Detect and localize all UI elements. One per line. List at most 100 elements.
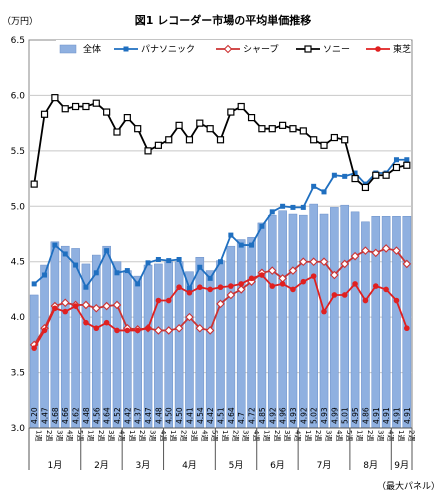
data-point	[41, 327, 48, 334]
bar	[164, 261, 174, 429]
data-point	[392, 163, 401, 172]
bar	[330, 207, 339, 429]
legend-label: 全体	[83, 43, 101, 55]
data-point	[228, 232, 234, 238]
axis-layer: 3.03.54.04.55.05.56.06.51週 2週 3週 4週 5週 1週 2週 3週…	[11, 36, 417, 471]
data-point	[402, 259, 412, 269]
legend-label: パナソニック	[141, 44, 195, 55]
data-point	[83, 284, 89, 290]
x-week-label: 2週	[273, 430, 282, 441]
data-point	[331, 292, 338, 298]
bar-value-label: 4.37	[134, 407, 143, 424]
data-point	[404, 325, 410, 332]
bar	[195, 257, 205, 429]
bar	[50, 241, 60, 429]
bar-value-label: 4.42	[123, 407, 132, 424]
bar-value-label: 4.54	[196, 407, 205, 424]
data-point	[145, 260, 151, 266]
data-point	[381, 244, 391, 253]
data-point	[135, 281, 141, 287]
bar-value-label: 4.92	[299, 407, 308, 424]
legend-marker	[123, 46, 129, 52]
data-point	[342, 173, 348, 179]
data-point	[206, 125, 214, 133]
x-month-label: 8月	[363, 460, 378, 471]
data-point	[309, 257, 318, 266]
data-point	[279, 281, 286, 287]
x-month-label: 9月	[394, 460, 409, 471]
data-point	[165, 136, 173, 144]
data-point	[320, 141, 328, 149]
data-point	[350, 251, 360, 261]
data-point	[290, 204, 296, 210]
bar	[236, 239, 246, 429]
data-point	[238, 242, 244, 248]
data-point	[31, 345, 37, 351]
data-point	[226, 290, 236, 300]
y-tick-label: 3.5	[11, 369, 25, 379]
data-point	[310, 136, 318, 144]
data-point	[247, 113, 256, 122]
legend-marker	[304, 45, 312, 53]
bar-value-label: 4.68	[51, 407, 60, 424]
x-week-label: 2週	[314, 430, 323, 441]
data-point	[113, 128, 121, 136]
data-point	[145, 325, 151, 332]
bar	[309, 203, 318, 429]
bar-value-label: 4.50	[165, 407, 174, 424]
x-week-label: 1週	[356, 430, 365, 441]
bar	[60, 245, 70, 429]
data-point	[371, 248, 381, 258]
chart-title-group: 図1 レコーダー市場の平均単価推移 （万円）	[2, 13, 311, 27]
data-point	[40, 110, 49, 118]
bar-value-label: 4.41	[185, 407, 194, 424]
x-week-label: 2週	[180, 430, 189, 441]
bar	[205, 270, 215, 429]
data-point	[227, 108, 235, 116]
x-week-label: 2週	[45, 430, 54, 441]
bar	[288, 213, 298, 429]
data-point	[176, 256, 182, 262]
bar-value-label: 4.95	[351, 407, 360, 424]
data-point	[268, 125, 276, 133]
y-tick-label: 6.0	[11, 91, 26, 101]
x-month-label: 7月	[317, 460, 332, 471]
bar	[91, 254, 101, 429]
bar-value-label: 4.52	[113, 407, 122, 424]
bar	[319, 213, 329, 429]
bar-value-label: 4.56	[92, 407, 101, 424]
bar-value-label: 4.91	[372, 407, 381, 424]
bar-value-label: 4.64	[227, 407, 236, 424]
data-point	[300, 204, 306, 210]
legend-label: シャープ	[243, 44, 278, 55]
data-point	[217, 284, 224, 291]
data-point	[352, 281, 358, 287]
data-point	[361, 183, 370, 192]
data-point	[236, 285, 246, 294]
data-point	[393, 157, 399, 163]
data-point	[196, 284, 203, 291]
bar-value-label: 4.66	[61, 407, 70, 424]
bar	[143, 264, 153, 429]
data-point	[269, 209, 275, 215]
data-point	[321, 189, 327, 195]
bar	[133, 275, 142, 429]
data-point	[103, 108, 111, 116]
data-point	[103, 319, 110, 326]
x-week-label: 2週	[366, 430, 375, 441]
data-point	[93, 325, 100, 332]
data-point	[31, 281, 37, 287]
data-point	[216, 299, 225, 309]
bar-value-label: 4.62	[72, 407, 81, 424]
x-month-label: 5月	[229, 460, 244, 471]
data-point	[383, 286, 389, 293]
bar-value-label: 4.99	[330, 407, 339, 424]
data-point	[299, 127, 307, 135]
y-tick-label: 4.0	[11, 313, 26, 323]
bar	[123, 270, 132, 429]
data-point	[216, 136, 225, 144]
data-point	[134, 125, 142, 133]
data-point	[299, 257, 308, 266]
x-week-label: 1週	[35, 430, 44, 441]
